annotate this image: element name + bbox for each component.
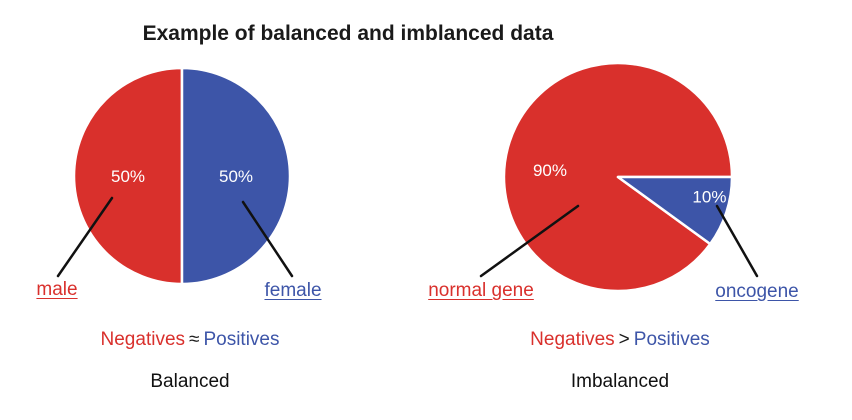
relation-balanced: Negatives ≈ Positives: [0, 329, 380, 351]
pie-percent-label: 50%: [111, 167, 145, 186]
pie-slice-male: [72, 66, 184, 286]
relation-positives-label: Positives: [203, 329, 280, 350]
slice-label-male: male: [36, 279, 78, 300]
caption-balanced: Balanced: [150, 371, 230, 392]
figure-title: Example of balanced and imblanced data: [142, 22, 554, 45]
relation-imbalanced: Negatives > Positives: [440, 329, 800, 351]
pie-slice-normal-gene: [502, 61, 734, 293]
slice-label-female: female: [264, 280, 322, 301]
relation-positives-label: Positives: [633, 329, 710, 350]
pie-percent-label: 50%: [219, 167, 253, 186]
relation-negatives-label: Negatives: [530, 329, 615, 350]
leader-line-oncogene: [715, 204, 759, 278]
relation-operator: >: [618, 329, 630, 350]
caption-imbalanced: Imbalanced: [570, 371, 670, 392]
leader-line-male: [56, 196, 114, 278]
pie-slice-oncogene: [616, 175, 734, 246]
pie-percent-label: 90%: [533, 161, 567, 180]
pie-percent-label: 10%: [692, 187, 726, 206]
leader-line-female: [241, 200, 294, 278]
pie-imbalanced: 90% 10%: [502, 61, 734, 293]
slice-label-normal-gene: normal gene: [428, 280, 534, 301]
leader-line-normal-gene: [479, 204, 580, 278]
relation-operator: ≈: [189, 329, 200, 350]
slice-label-oncogene: oncogene: [715, 281, 799, 302]
relation-negatives-label: Negatives: [100, 329, 186, 350]
pie-balanced: 50% 50%: [72, 66, 292, 286]
